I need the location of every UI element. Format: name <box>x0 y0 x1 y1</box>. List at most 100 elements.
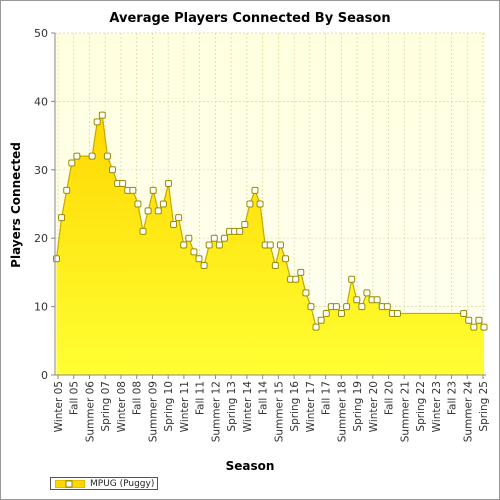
y-tick-label: 50 <box>34 27 48 40</box>
x-tick-label: Fall 08 <box>132 381 144 415</box>
data-point-marker <box>276 241 284 249</box>
data-point-marker <box>180 241 188 249</box>
data-point-marker <box>190 248 198 256</box>
data-point-marker <box>68 159 76 167</box>
data-point-marker <box>322 309 330 317</box>
x-axis-title: Season <box>226 459 275 473</box>
data-point-marker <box>358 303 366 311</box>
data-point-marker <box>373 296 381 304</box>
y-axis-title: Players Connected <box>9 142 23 268</box>
data-point-marker <box>98 111 106 119</box>
data-point-marker <box>475 316 483 324</box>
data-point-marker <box>246 200 254 208</box>
data-point-marker <box>149 186 157 194</box>
data-point-marker <box>129 186 137 194</box>
data-point-marker <box>256 200 264 208</box>
data-point-marker <box>53 255 60 263</box>
y-ticks: 0 10 20 30 40 50 <box>34 27 55 382</box>
y-tick-label: 20 <box>34 232 48 245</box>
data-point-marker <box>236 227 244 235</box>
data-point-marker <box>73 152 81 160</box>
data-point-marker <box>164 179 172 187</box>
data-point-marker <box>480 323 488 331</box>
x-tick-label: Fall 05 <box>69 381 81 415</box>
data-point-marker <box>88 152 96 160</box>
data-point-marker <box>175 214 183 222</box>
x-tick-label: Summer 18 <box>336 381 348 442</box>
series-markers <box>53 111 488 331</box>
data-point-marker <box>332 303 340 311</box>
chart-title: Average Players Connected By Season <box>109 11 390 26</box>
data-point-marker <box>154 207 162 215</box>
data-point-marker <box>297 268 305 276</box>
data-point-marker <box>271 262 279 270</box>
data-point-marker <box>58 214 66 222</box>
data-point-marker <box>393 309 401 317</box>
data-point-marker <box>170 221 178 229</box>
x-tick-label: Spring 07 <box>100 381 112 432</box>
x-tick-label: Fall 11 <box>195 381 207 415</box>
data-point-marker <box>139 227 147 235</box>
x-tick-label: Spring 13 <box>226 381 238 432</box>
x-tick-label: Summer 06 <box>84 381 96 443</box>
data-point-marker <box>292 275 300 283</box>
x-tick-label: Winter 11 <box>179 381 191 432</box>
data-point-marker <box>200 262 208 270</box>
x-tick-label: Fall 23 <box>447 381 459 415</box>
data-point-marker <box>460 309 468 317</box>
data-point-marker <box>338 309 345 317</box>
data-point-marker <box>241 221 249 229</box>
data-point-marker <box>159 200 167 208</box>
data-point-marker <box>302 289 310 297</box>
data-point-marker <box>348 275 356 283</box>
data-point-marker <box>465 316 473 324</box>
data-point-marker <box>251 186 259 194</box>
x-tick-label: Spring 22 <box>415 381 427 432</box>
data-point-marker <box>307 303 315 311</box>
data-point-marker <box>215 241 223 249</box>
x-ticks: Winter 05 Fall 05 Summer 06 Spring 07 Winter… <box>53 375 490 442</box>
data-point-marker <box>282 255 290 263</box>
x-tick-label: Summer 21 <box>399 381 411 442</box>
data-point-marker <box>353 296 361 304</box>
y-tick-label: 40 <box>34 95 48 108</box>
x-tick-label: Winter 14 <box>242 381 254 433</box>
data-point-marker <box>195 255 203 263</box>
x-tick-label: Summer 09 <box>147 381 159 442</box>
x-tick-label: Spring 25 <box>478 381 490 432</box>
data-point-marker <box>266 241 274 249</box>
data-point-marker <box>205 241 213 249</box>
x-tick-label: Winter 17 <box>305 381 317 432</box>
y-tick-label: 30 <box>34 164 48 177</box>
data-point-marker <box>312 323 320 331</box>
x-tick-label: Spring 16 <box>289 381 301 432</box>
y-tick-label: 0 <box>41 369 48 382</box>
data-point-marker <box>470 323 478 331</box>
data-point-marker <box>103 152 111 160</box>
x-tick-label: Spring 10 <box>163 381 175 432</box>
x-tick-label: Winter 08 <box>116 381 128 432</box>
legend: MPUG (Puggy) <box>50 477 158 490</box>
data-point-marker <box>63 186 71 194</box>
data-point-marker <box>220 234 228 242</box>
data-point-marker <box>210 234 218 242</box>
data-point-marker <box>108 166 116 174</box>
x-tick-label: Fall 20 <box>384 381 396 415</box>
x-tick-label: Winter 05 <box>53 381 65 432</box>
x-tick-label: Summer 12 <box>210 381 222 442</box>
x-tick-label: Winter 20 <box>368 381 380 432</box>
x-tick-label: Fall 17 <box>321 381 333 415</box>
x-tick-label: Winter 23 <box>431 381 443 432</box>
y-tick-label: 10 <box>34 301 48 314</box>
data-point-marker <box>144 207 152 215</box>
x-tick-label: Summer 24 <box>462 381 474 443</box>
x-tick-label: Spring 19 <box>352 381 364 432</box>
data-point-marker <box>343 303 351 311</box>
data-point-marker <box>185 234 193 242</box>
data-point-marker <box>383 303 391 311</box>
data-point-marker <box>93 118 101 126</box>
legend-marker-icon <box>65 480 73 487</box>
x-tick-label: Summer 15 <box>273 381 285 442</box>
legend-swatch <box>55 479 85 488</box>
